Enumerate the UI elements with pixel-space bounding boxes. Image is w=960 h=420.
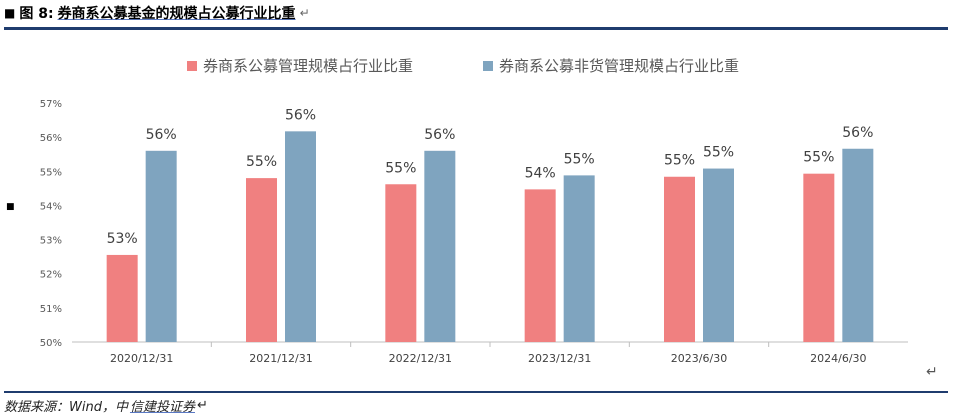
data-label: 55%	[385, 160, 416, 176]
x-tick-label: 2023/12/31	[528, 352, 591, 365]
bar	[664, 176, 695, 342]
figure-title: 券商系公募基金的规模占公募行业比重	[57, 6, 296, 22]
bar	[285, 131, 316, 342]
bar	[563, 175, 595, 342]
bottom-rule	[4, 391, 948, 393]
return-mark-icon: ↵	[299, 6, 310, 20]
y-tick-label: 56%	[40, 133, 62, 144]
data-label: 55%	[703, 145, 734, 161]
data-label: 55%	[246, 154, 277, 170]
bar	[803, 173, 835, 342]
y-tick-label: 54%	[40, 201, 62, 212]
bar	[246, 178, 277, 342]
data-label: 56%	[285, 107, 316, 123]
figure-header: ■ 图 8: 券商系公募基金的规模占公募行业比重 ↵	[4, 2, 310, 24]
data-label: 55%	[664, 153, 695, 169]
header-bullet: ■	[4, 6, 16, 20]
x-tick-label: 2022/12/31	[389, 352, 452, 365]
data-label: 55%	[803, 150, 834, 166]
bar	[842, 148, 874, 342]
data-label: 54%	[525, 165, 556, 181]
y-tick-label: 50%	[40, 338, 62, 349]
y-tick-label: 51%	[40, 304, 62, 315]
x-tick-label: 2023/6/30	[671, 352, 727, 365]
bar-chart: 券商系公募管理规模占行业比重 券商系公募非货管理规模占行业比重 50% 51% 52% 5…	[40, 57, 908, 365]
data-label: 53%	[107, 231, 138, 247]
y-tick-label: 57%	[40, 99, 62, 110]
top-rule	[4, 27, 948, 30]
source-prefix: 数据来源：Wind，中	[4, 400, 128, 415]
y-tick-label: 52%	[40, 270, 62, 281]
legend-swatch	[483, 61, 493, 71]
legend-swatch	[187, 61, 197, 71]
legend-label: 券商系公募管理规模占行业比重	[203, 57, 413, 75]
data-label: 55%	[564, 151, 595, 167]
x-tick-label: 2021/12/31	[249, 352, 312, 365]
bar	[424, 150, 456, 342]
bar	[524, 189, 556, 342]
bar	[385, 184, 417, 342]
y-tick-label: 53%	[40, 236, 62, 247]
side-bullet: ■	[6, 202, 15, 212]
bar	[703, 168, 734, 342]
data-label: 56%	[842, 125, 873, 141]
data-label: 56%	[146, 127, 177, 143]
bar	[106, 254, 138, 342]
x-tick-label: 2024/6/30	[810, 352, 866, 365]
legend-label: 券商系公募非货管理规模占行业比重	[499, 57, 739, 75]
source-link[interactable]: 信建投证券	[129, 400, 195, 415]
y-tick-label: 55%	[40, 167, 62, 178]
figure-label: 图 8:	[19, 6, 54, 22]
x-tick-label: 2020/12/31	[110, 352, 173, 365]
source-return-mark-icon: ↵	[196, 398, 208, 413]
source-note: 数据来源：Wind，中 信建投证券 ↵	[4, 396, 208, 415]
end-return-mark-icon: ↵	[926, 364, 938, 380]
data-label: 56%	[424, 127, 455, 143]
bar	[145, 150, 177, 342]
